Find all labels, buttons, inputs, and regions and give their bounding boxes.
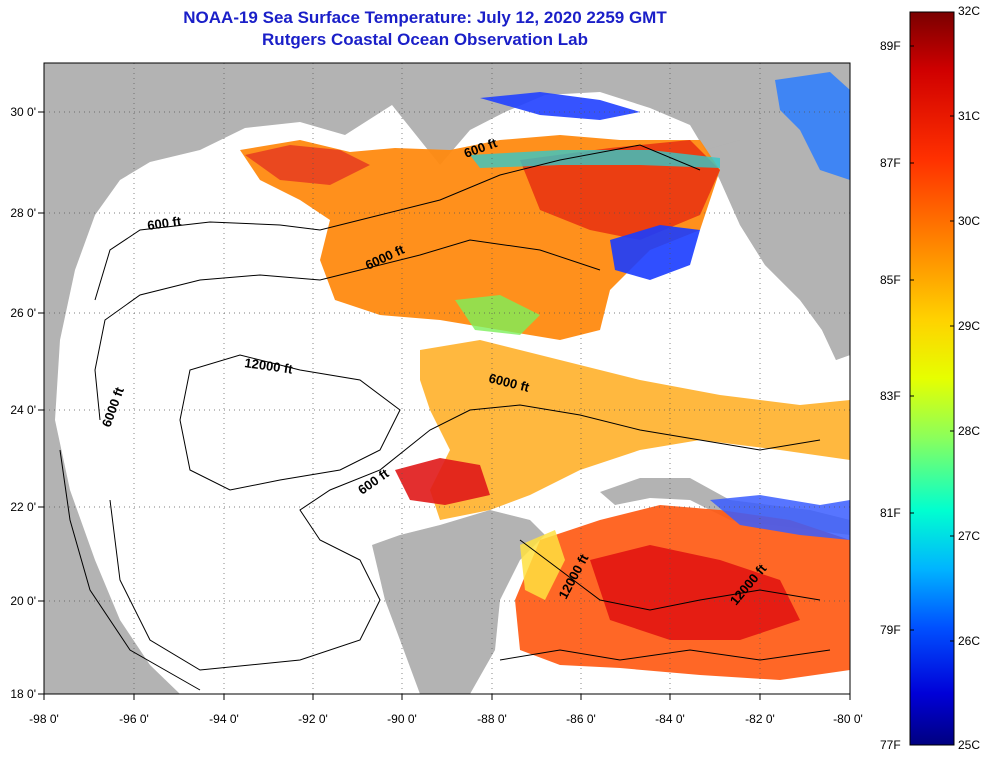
- map-frame: [43, 62, 851, 695]
- sst-cool-patch-3: [775, 72, 850, 180]
- lon-label: -80 0': [833, 712, 863, 726]
- lon-label: -94 0': [209, 712, 239, 726]
- lon-label: -82 0': [745, 712, 775, 726]
- lat-label: 22 0': [10, 500, 36, 514]
- colorbar-celsius-label: 31C: [958, 109, 981, 123]
- yucatan-land: [372, 510, 545, 694]
- colorbar-celsius-label: 26C: [958, 634, 981, 648]
- sst-teal-streak: [470, 150, 720, 168]
- sst-cool-patch-2: [480, 92, 640, 120]
- colorbar-fahrenheit-label: 87F: [880, 156, 901, 170]
- axis-ticks: [38, 111, 851, 700]
- sst-swath-nw-hot: [245, 145, 370, 185]
- sst-cool-patch-4: [710, 495, 850, 540]
- sst-green-patch: [455, 295, 540, 335]
- colorbar-celsius-label: 32C: [958, 4, 981, 18]
- colorbar-fahrenheit-label: 81F: [880, 506, 901, 520]
- lat-label: 24 0': [10, 403, 36, 417]
- colorbar-celsius-label: 29C: [958, 319, 981, 333]
- colorbar-celsius-label: 27C: [958, 529, 981, 543]
- sst-swath-center: [420, 340, 850, 520]
- sst-swath-south-hot: [590, 545, 800, 640]
- colorbar-celsius-label: 28C: [958, 424, 981, 438]
- lat-label: 26 0': [10, 306, 36, 320]
- lon-label: -84 0': [655, 712, 685, 726]
- lat-label: 18 0': [10, 687, 36, 701]
- lat-label: 30 0': [10, 105, 36, 119]
- colorbar-celsius-label: 30C: [958, 214, 981, 228]
- colorbar-ticks: [910, 45, 954, 642]
- lat-label: 28 0': [10, 206, 36, 220]
- colorbar-fahrenheit-label: 85F: [880, 273, 901, 287]
- bathymetry-contours: [59, 144, 831, 691]
- contour-label: 12000 ft: [244, 355, 295, 377]
- colorbar-fahrenheit-label: 89F: [880, 39, 901, 53]
- colorbar-fahrenheit-label: 79F: [880, 623, 901, 637]
- sst-swaths: [240, 72, 850, 680]
- lon-label: -96 0': [119, 712, 149, 726]
- lon-label: -88 0': [477, 712, 507, 726]
- lat-label: 20 0': [10, 594, 36, 608]
- map-grid: [44, 63, 850, 694]
- colorbar-fahrenheit-label: 83F: [880, 389, 901, 403]
- contour-label: 600 ft: [146, 213, 182, 233]
- sst-cool-patch-1: [610, 225, 700, 280]
- lon-label: -98 0': [29, 712, 59, 726]
- colorbar-fahrenheit-label: 77F: [880, 738, 901, 752]
- lon-label: -92 0': [298, 712, 328, 726]
- lon-label: -90 0': [387, 712, 417, 726]
- lon-label: -86 0': [566, 712, 596, 726]
- colorbar: [909, 11, 955, 746]
- sst-yellow-patch: [520, 530, 565, 600]
- sst-swath-hot-patch: [395, 458, 490, 505]
- colorbar-celsius-label: 25C: [958, 738, 981, 752]
- map-subtitle: Rutgers Coastal Ocean Observation Lab: [262, 30, 588, 49]
- map-title: NOAA-19 Sea Surface Temperature: July 12…: [183, 8, 667, 27]
